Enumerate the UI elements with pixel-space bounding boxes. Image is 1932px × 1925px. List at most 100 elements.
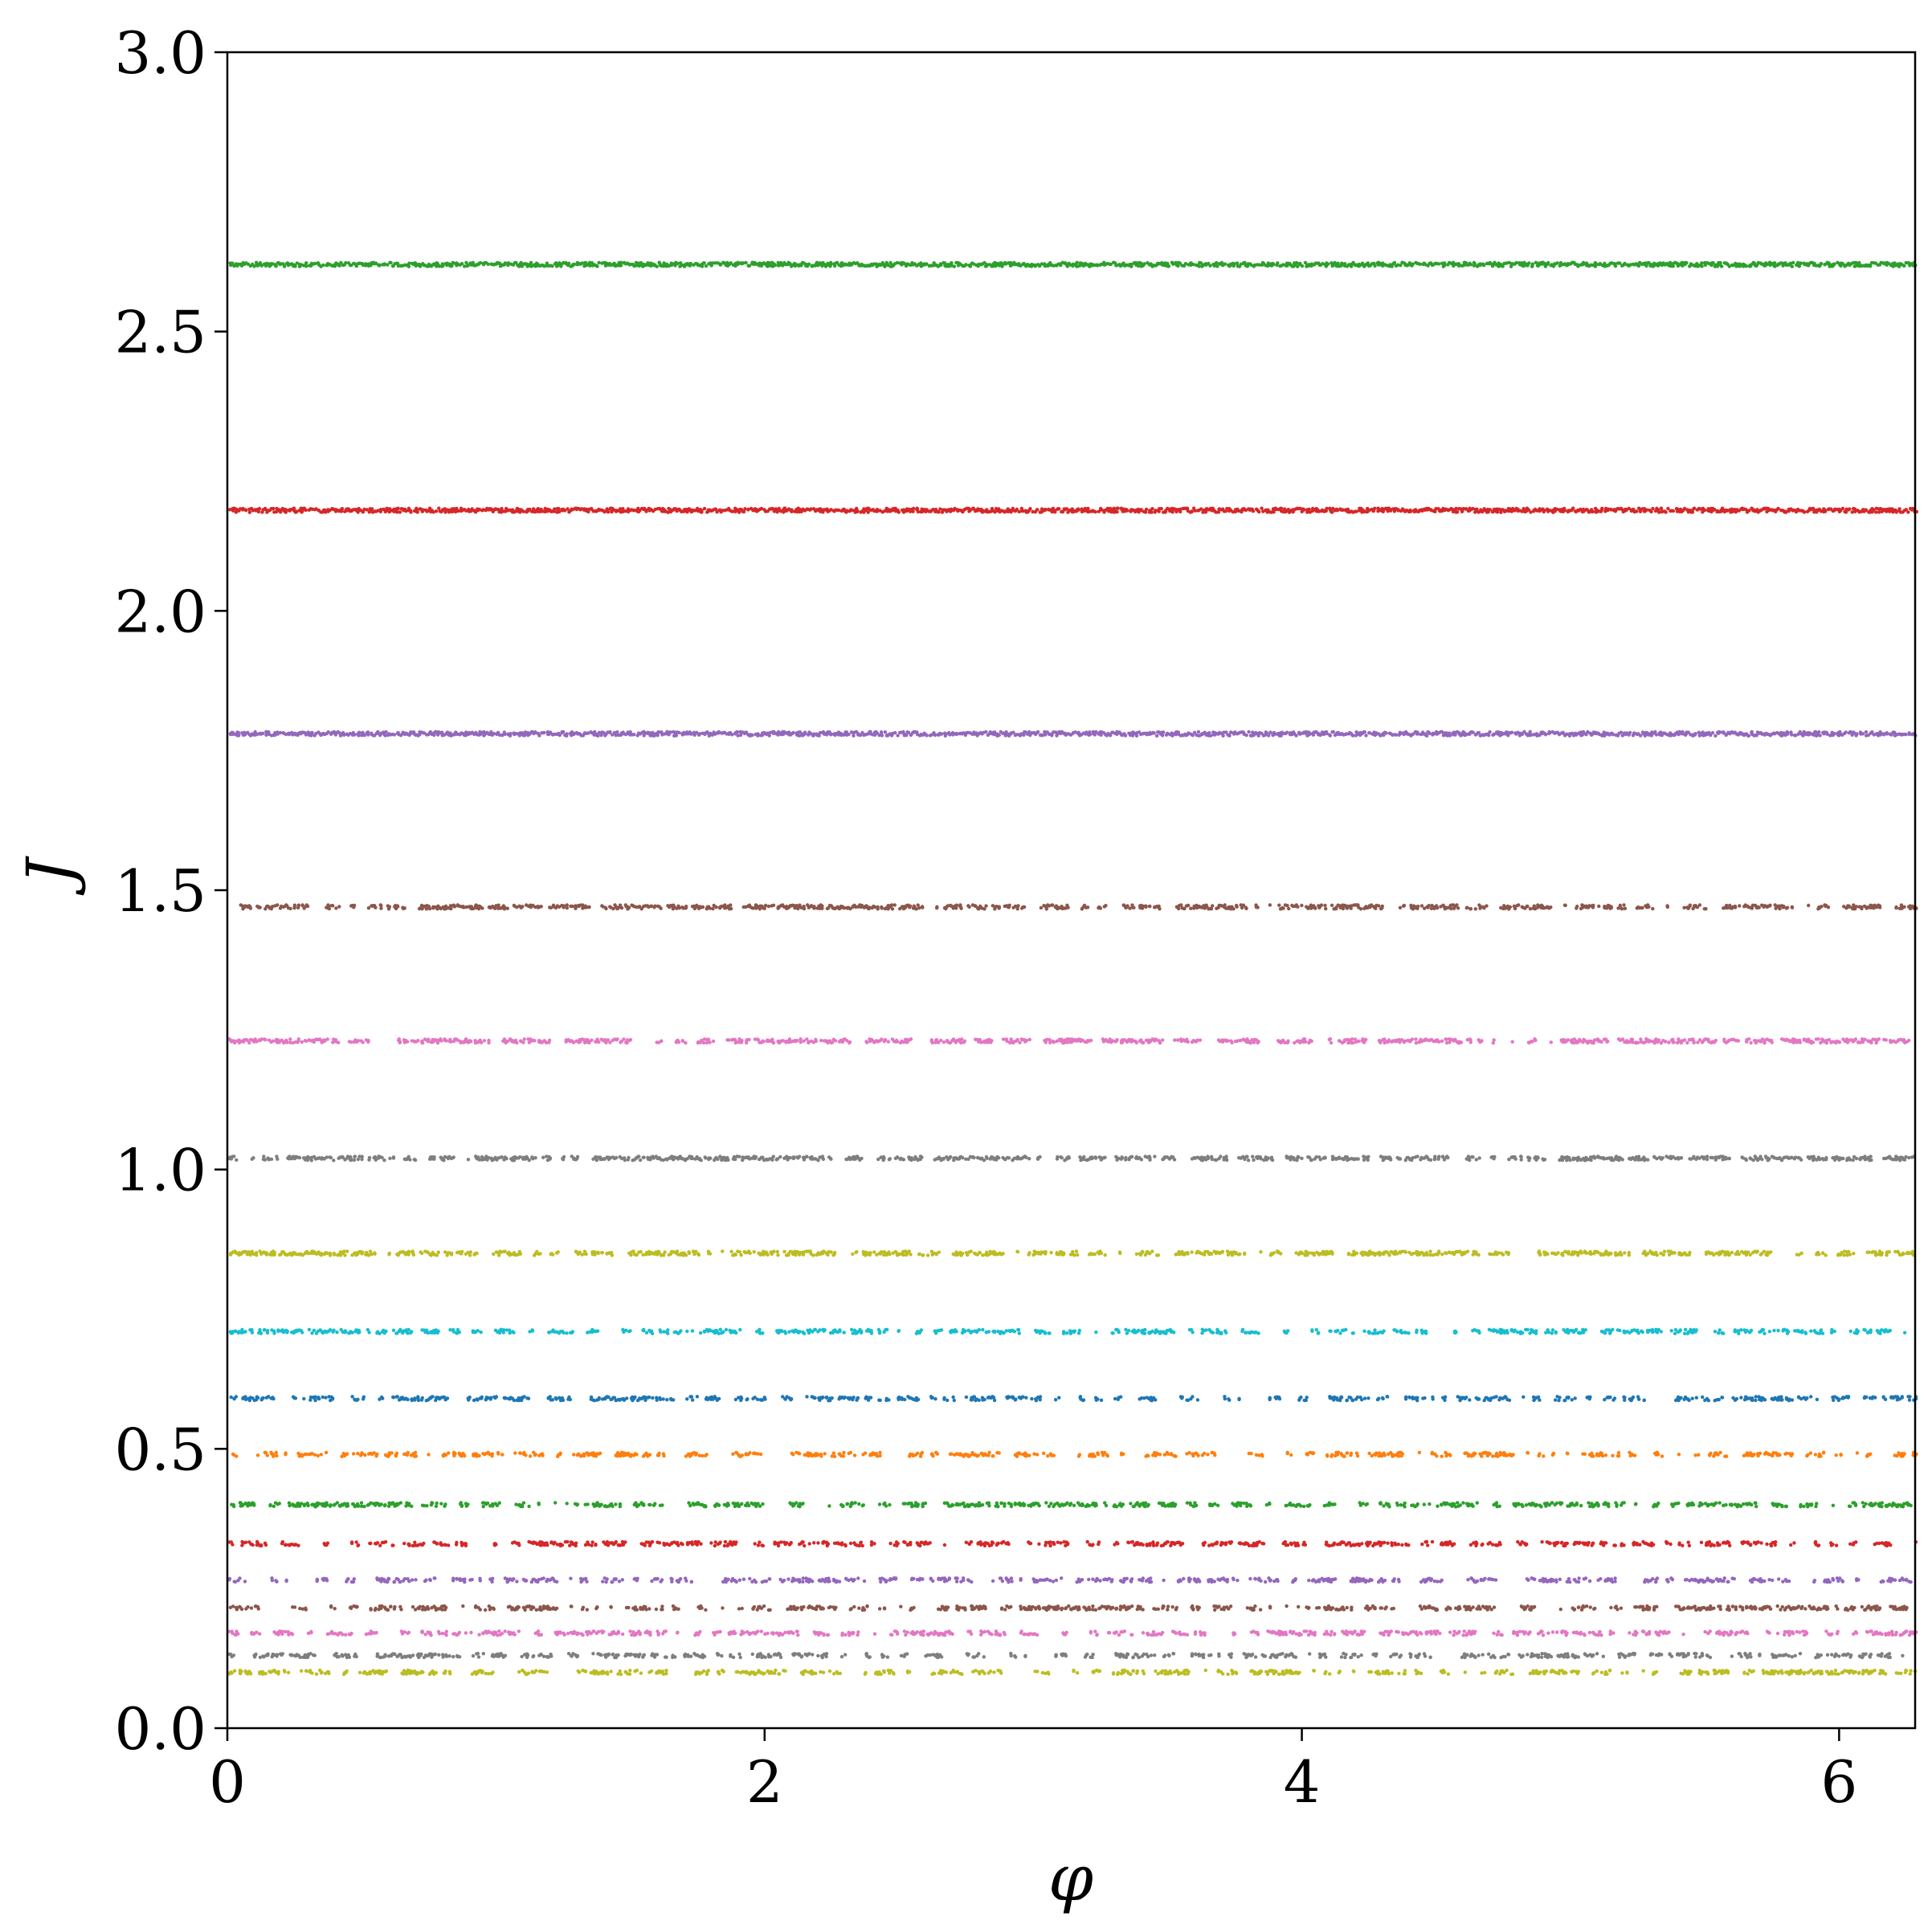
data-point	[1859, 905, 1864, 909]
data-point	[1611, 733, 1615, 737]
data-point	[1902, 905, 1906, 909]
data-point	[550, 264, 554, 268]
data-point	[802, 906, 807, 911]
data-point	[1575, 906, 1579, 910]
data-point	[402, 906, 406, 911]
data-point	[632, 733, 636, 737]
data-point	[288, 906, 292, 911]
data-point	[254, 260, 259, 264]
data-point	[296, 904, 300, 908]
data-point	[1817, 730, 1821, 734]
data-point	[1664, 510, 1668, 514]
data-point	[1824, 509, 1828, 513]
data-point	[688, 262, 693, 266]
data-point	[1877, 904, 1882, 908]
data-point	[936, 509, 940, 514]
data-point	[730, 733, 734, 737]
data-point	[1277, 903, 1281, 907]
data-point	[1852, 906, 1857, 911]
data-point	[1530, 262, 1535, 266]
data-point	[562, 730, 566, 734]
data-point	[1473, 907, 1478, 911]
data-point	[1392, 260, 1397, 265]
data-point	[829, 262, 833, 267]
data-point	[1785, 905, 1790, 909]
data-point	[1468, 263, 1473, 267]
data-point	[893, 730, 897, 735]
data-point	[917, 905, 921, 910]
data-point	[1868, 264, 1873, 268]
data-point	[1098, 906, 1103, 910]
data-point	[304, 261, 308, 265]
data-point	[1894, 905, 1898, 909]
data-point	[1436, 905, 1440, 910]
data-point	[337, 264, 341, 268]
data-point	[1424, 734, 1429, 738]
data-point	[1649, 509, 1653, 514]
data-point	[1228, 730, 1233, 734]
data-point	[357, 261, 361, 266]
data-point	[1330, 730, 1334, 734]
data-point	[1358, 907, 1363, 911]
data-point	[1242, 260, 1247, 265]
data-point	[386, 907, 391, 911]
data-point	[1832, 731, 1836, 736]
data-point	[304, 264, 308, 268]
data-point	[1436, 262, 1441, 266]
data-point	[1453, 733, 1457, 737]
data-point	[564, 260, 568, 265]
data-point	[304, 508, 308, 513]
data-point	[1084, 262, 1089, 267]
data-point	[1300, 903, 1304, 908]
data-point	[1313, 906, 1317, 910]
data-point	[825, 906, 830, 911]
data-point	[1268, 730, 1272, 735]
data-point	[1159, 506, 1163, 511]
data-point	[1844, 730, 1848, 734]
data-point	[321, 263, 325, 268]
data-point	[615, 730, 619, 734]
data-point	[261, 731, 265, 735]
data-point	[1208, 264, 1212, 268]
data-point	[505, 906, 509, 910]
data-point	[1150, 510, 1154, 514]
data-point	[1877, 263, 1882, 267]
data-point	[741, 261, 745, 265]
data-point	[471, 260, 475, 265]
data-point	[1398, 905, 1403, 910]
data-point	[805, 507, 809, 511]
data-point	[1285, 904, 1289, 908]
data-point	[791, 730, 795, 735]
data-point	[366, 733, 370, 737]
data-point	[409, 510, 413, 514]
data-point	[420, 509, 424, 513]
data-point	[1619, 906, 1623, 910]
data-point	[606, 510, 611, 514]
data-point	[1844, 510, 1848, 514]
data-point	[274, 264, 278, 268]
data-point	[750, 733, 754, 738]
data-point	[427, 906, 432, 911]
data-point	[619, 905, 624, 910]
data-point	[1251, 509, 1256, 513]
data-point	[434, 509, 439, 513]
data-point	[608, 730, 612, 734]
data-point	[619, 264, 623, 268]
data-point	[1799, 261, 1803, 266]
data-point	[341, 733, 345, 737]
data-point	[339, 507, 344, 512]
data-point	[1416, 905, 1420, 909]
data-point	[1513, 906, 1517, 911]
data-point	[344, 261, 348, 265]
data-point	[566, 261, 571, 265]
data-point	[1902, 264, 1906, 268]
data-point	[657, 260, 661, 264]
data-point	[1464, 905, 1469, 910]
data-point	[619, 260, 623, 264]
data-point	[267, 730, 271, 734]
data-point	[1191, 906, 1196, 910]
data-point	[1057, 507, 1061, 511]
data-point	[1820, 905, 1824, 909]
data-point	[1744, 264, 1748, 268]
